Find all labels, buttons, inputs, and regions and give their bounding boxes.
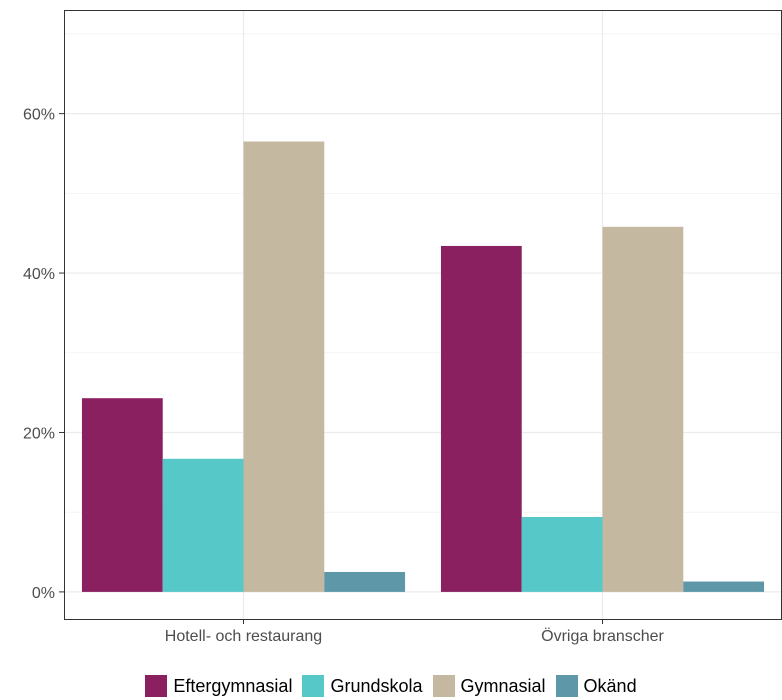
legend-item: Grundskola <box>302 675 423 697</box>
y-tick-label: 40% <box>23 266 55 283</box>
bar <box>81 398 163 592</box>
legend-label: Grundskola <box>330 675 423 696</box>
bar <box>521 516 603 592</box>
legend-key <box>302 675 325 697</box>
legend-item: Gymnasial <box>432 675 546 697</box>
legend-item: Okänd <box>555 675 637 697</box>
legend-label: Gymnasial <box>460 675 546 696</box>
y-tick-label: 20% <box>23 425 55 442</box>
legend-item: Eftergymnasial <box>145 675 292 697</box>
bar <box>440 245 522 592</box>
y-axis: 0% 20% 40% 60% <box>23 107 64 602</box>
bar <box>602 226 684 592</box>
legend-label: Okänd <box>583 675 637 696</box>
y-tick-label: 0% <box>32 585 55 602</box>
x-tick-label: Hotell- och restaurang <box>165 628 322 645</box>
legend-key <box>555 675 578 697</box>
legend-key <box>432 675 455 697</box>
legend-key <box>145 675 168 697</box>
bar <box>683 581 765 592</box>
bar <box>324 571 406 592</box>
legend: Eftergymnasial Grundskola Gymnasial Okänd <box>0 672 782 700</box>
x-axis: Hotell- och restaurang Övriga branscher <box>165 619 665 645</box>
y-tick-label: 60% <box>23 107 55 124</box>
bar <box>243 141 325 592</box>
legend-label: Eftergymnasial <box>173 675 293 696</box>
bars <box>81 141 765 592</box>
x-tick-label: Övriga branscher <box>541 627 664 645</box>
bar <box>162 458 244 592</box>
